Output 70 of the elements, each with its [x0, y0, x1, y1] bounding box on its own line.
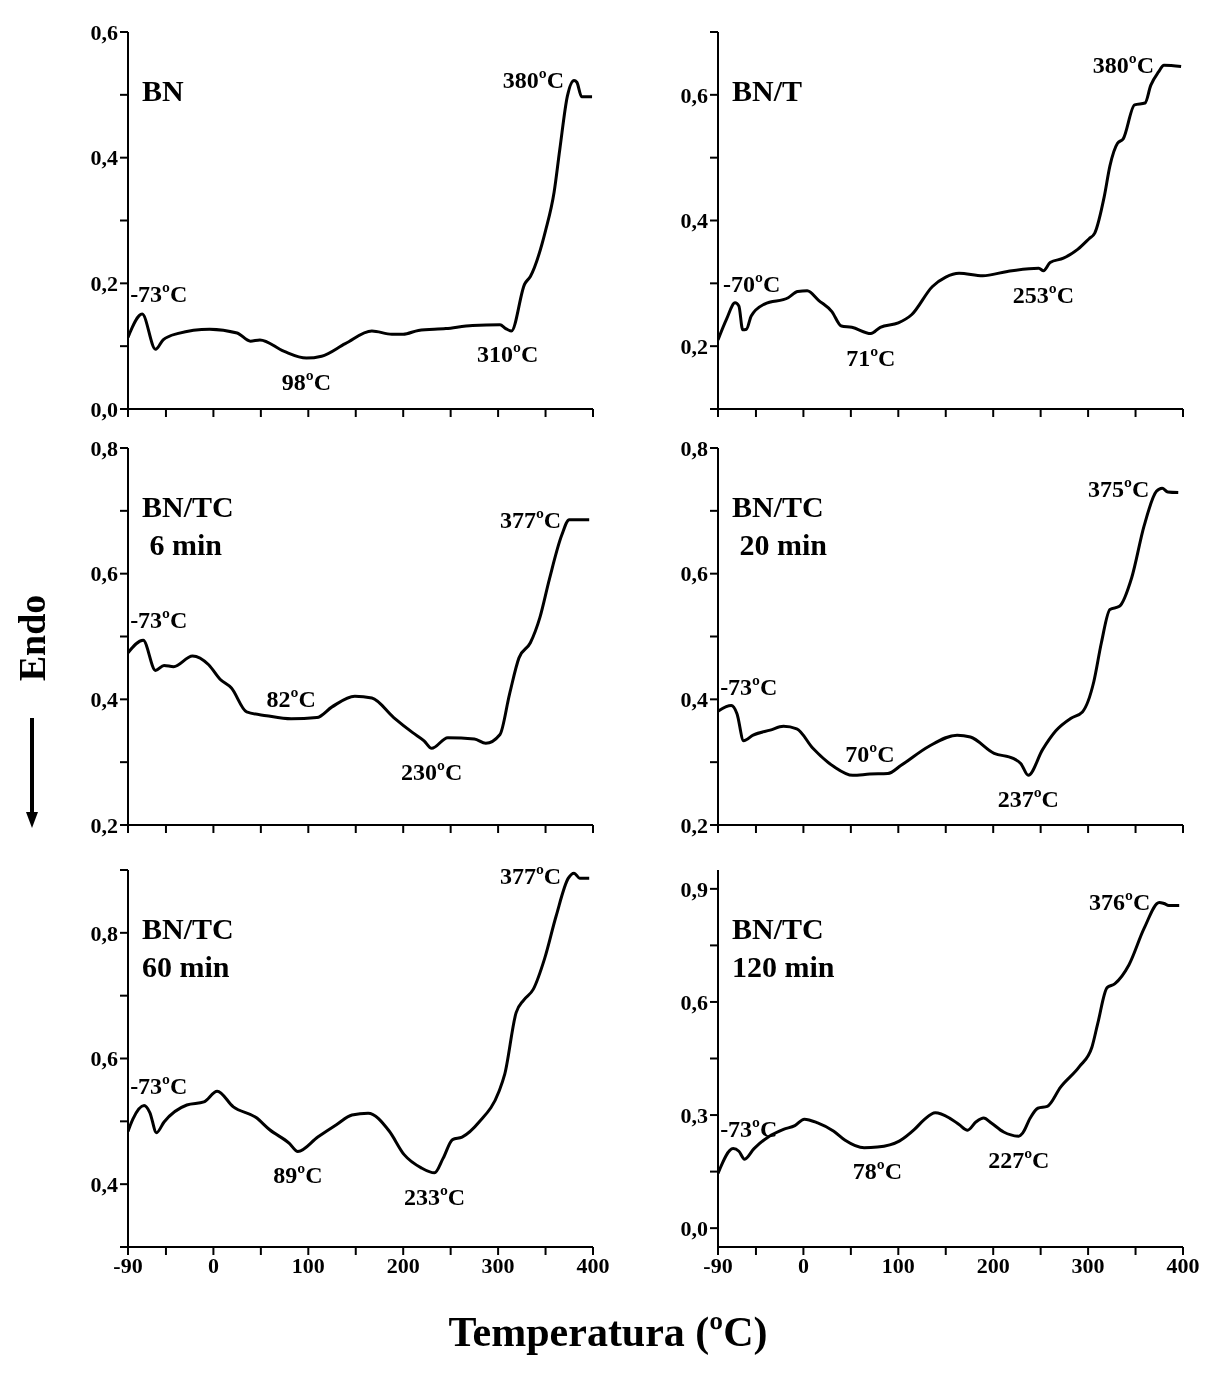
annotation: -73ºC [130, 607, 188, 634]
annotation: 98ºC [281, 369, 332, 396]
x-tick-label: 100 [881, 1252, 915, 1278]
y-tick-label: 0,8 [90, 435, 118, 461]
annotation: -73ºC [130, 281, 188, 308]
y-tick-label: 0,4 [680, 687, 708, 713]
text: BN/TC [142, 489, 234, 525]
text: BN/TC [732, 911, 825, 947]
x-tick-label: 0 [797, 1252, 809, 1278]
x-tick-label: 300 [1071, 1252, 1105, 1278]
x-tick-label: 0 [207, 1252, 219, 1278]
text: BN [142, 73, 184, 109]
y-tick-label: 0,6 [680, 989, 708, 1015]
x-tick-label: 400 [576, 1252, 610, 1278]
y-tick-label: 0,2 [90, 812, 118, 838]
annotation: 310ºC [476, 340, 539, 367]
annotation: 78ºC [852, 1158, 903, 1185]
y-tick-label: 0,2 [680, 812, 708, 838]
y-tick-label: 0,8 [680, 435, 708, 461]
annotation: -73ºC [130, 1072, 188, 1099]
text: BN/TC [142, 911, 234, 947]
y-tick-label: 0,6 [680, 561, 708, 587]
x-tick-label: 200 [386, 1252, 420, 1278]
annotation: -70ºC [722, 271, 781, 298]
y-tick-label: 0,4 [90, 1171, 118, 1197]
annotation: 375ºC [1088, 476, 1150, 503]
text: 120 min [732, 949, 835, 985]
annotation: 227ºC [988, 1147, 1050, 1174]
x-tick-label: 300 [481, 1252, 515, 1278]
annotation: 377ºC [499, 863, 562, 890]
y-tick-label: 0,2 [90, 271, 118, 297]
annotation: 253ºC [1012, 281, 1075, 308]
annotation: 376ºC [1088, 889, 1151, 916]
text: BN/TC [732, 489, 825, 525]
y-tick-label: 0,0 [90, 396, 118, 422]
annotation: 82ºC [266, 685, 316, 712]
annotation: 230ºC [401, 759, 463, 786]
y-axis-title: Endo [10, 594, 54, 682]
text: 60 min [142, 949, 231, 985]
annotation: -73ºC [720, 1115, 778, 1142]
annotation: 233ºC [403, 1183, 466, 1210]
y-tick-label: 0,4 [90, 687, 118, 713]
x-tick-label: 200 [976, 1252, 1010, 1278]
annotation: -73ºC [720, 673, 778, 700]
y-tick-label: 0,6 [90, 1046, 118, 1072]
x-axis-title: Temperatura (ºC) [447, 1308, 769, 1356]
y-tick-label: 0,4 [90, 145, 118, 171]
x-tick-label: -90 [113, 1252, 143, 1278]
y-tick-label: 0,4 [680, 208, 708, 234]
annotation: 377ºC [499, 506, 562, 533]
y-tick-label: 0,6 [680, 82, 708, 108]
y-tick-label: 0,6 [90, 561, 118, 587]
y-tick-label: 0,0 [680, 1215, 708, 1241]
annotation: 70ºC [845, 741, 895, 768]
x-tick-label: 400 [1166, 1252, 1200, 1278]
annotation: 380ºC [502, 67, 565, 94]
y-tick-label: 0,3 [680, 1102, 708, 1128]
y-tick-label: 0,2 [680, 333, 708, 359]
text: 20 min [738, 527, 828, 563]
x-tick-label: 100 [291, 1252, 325, 1278]
y-tick-label: 0,9 [680, 876, 708, 902]
annotation: 89ºC [273, 1162, 323, 1189]
text: 6 min [148, 527, 223, 563]
text: BN/T [732, 73, 803, 109]
annotation: 71ºC [846, 344, 896, 371]
y-tick-label: 0,8 [90, 920, 118, 946]
annotation: 237ºC [997, 786, 1059, 813]
annotation: 380ºC [1092, 52, 1155, 79]
y-tick-label: 0,6 [90, 19, 118, 45]
x-tick-label: -90 [703, 1252, 733, 1278]
